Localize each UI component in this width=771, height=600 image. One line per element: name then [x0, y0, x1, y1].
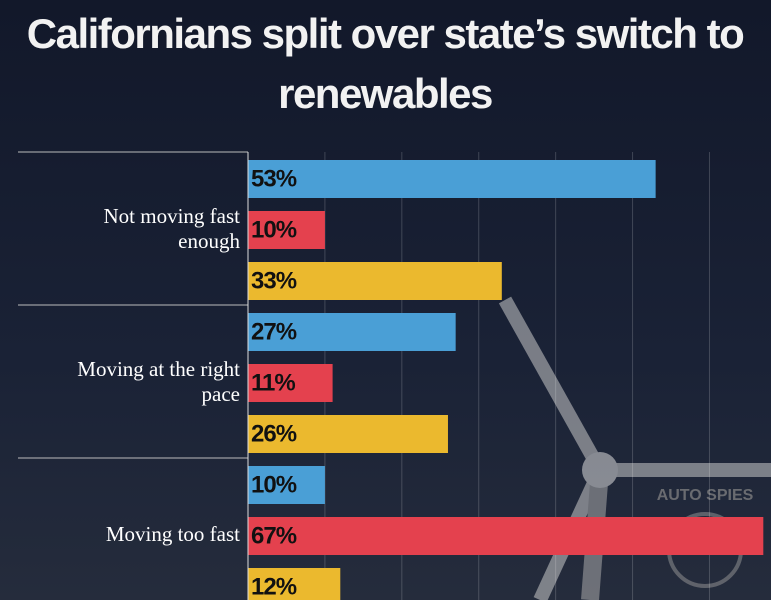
category-label: Not moving fast enough: [20, 152, 241, 305]
bar: [248, 364, 333, 402]
category-text: Moving too fast: [105, 522, 240, 546]
value-label: 10%: [251, 471, 297, 498]
value-label: 26%: [251, 420, 297, 447]
bar: [248, 262, 502, 300]
bar: [248, 160, 656, 198]
value-label: 12%: [251, 573, 297, 600]
bar: [248, 313, 456, 351]
value-label: 11%: [251, 369, 295, 396]
category-text: Not moving fast enough: [103, 203, 241, 253]
bar: [248, 568, 341, 600]
bar: [248, 517, 764, 555]
chart-title: Californians split over state’s switch t…: [26, 10, 745, 117]
bar: [248, 211, 325, 249]
value-label: 53%: [251, 165, 297, 192]
value-label: 10%: [251, 216, 297, 243]
watermark: AUTO SPIES: [657, 487, 754, 504]
category-label: Moving too fast: [20, 458, 240, 600]
bar: [248, 415, 448, 453]
category-text: Moving at the right pace: [77, 356, 240, 406]
value-label: 27%: [251, 318, 297, 345]
value-label: 33%: [251, 267, 297, 294]
bar: [248, 466, 325, 504]
category-label: Moving at the right pace: [20, 305, 240, 458]
value-label: 67%: [251, 522, 297, 549]
